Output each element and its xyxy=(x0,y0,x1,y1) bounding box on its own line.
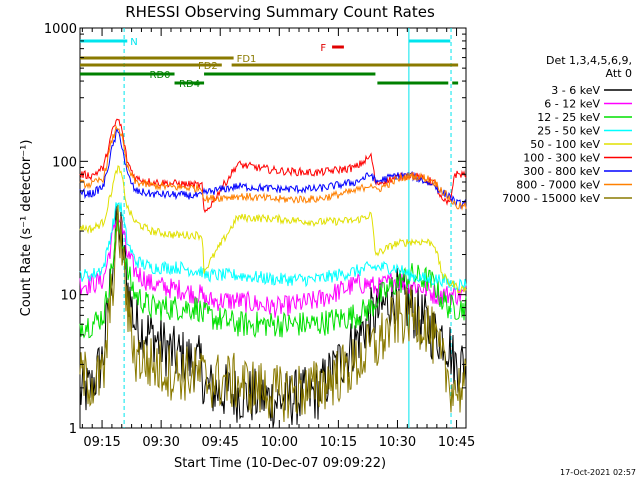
status-flags: N F FD1 FD2 RD0 RD4 xyxy=(80,37,459,90)
x-tick-label: 10:15 xyxy=(320,435,357,450)
y-axis-label: Count Rate (s⁻¹ detector⁻¹) xyxy=(19,140,34,317)
flag-label-fd2: FD2 xyxy=(198,61,218,72)
series-line xyxy=(79,128,467,210)
plot-frame xyxy=(79,27,467,429)
series-line xyxy=(79,204,467,423)
legend-label: 25 - 50 keV xyxy=(537,125,600,138)
legend-title-line2: Att 0 xyxy=(606,67,632,80)
legend-label: 100 - 300 keV xyxy=(523,152,600,165)
flag-label-rd4: RD4 xyxy=(179,79,200,90)
flag-label-fd1: FD1 xyxy=(237,54,257,65)
flag-label-f: F xyxy=(320,43,326,54)
x-axis-label: Start Time (10-Dec-07 09:09:22) xyxy=(174,456,386,471)
y-tick-label: 100 xyxy=(52,155,77,170)
series-line xyxy=(79,124,467,211)
flag-label-n: N xyxy=(130,37,137,48)
chart-title: RHESSI Observing Summary Count Rates xyxy=(125,3,435,21)
legend-label: 800 - 7000 keV xyxy=(516,179,600,192)
x-tick-label: 09:45 xyxy=(201,435,238,450)
legend-label: 3 - 6 keV xyxy=(551,84,600,97)
x-tick-label: 10:00 xyxy=(261,435,298,450)
legend-title-line1: Det 1,3,4,5,6,9, xyxy=(546,54,632,67)
y-tick-label: 1 xyxy=(69,422,77,437)
legend-label: 300 - 800 keV xyxy=(523,165,600,178)
legend-label: 12 - 25 keV xyxy=(537,111,600,124)
y-axis-ticks: 1 10 100 1000 xyxy=(44,22,466,437)
footer-date: 17-Oct-2021 02:57 xyxy=(560,468,636,477)
x-tick-label: 09:15 xyxy=(83,435,120,450)
vertical-markers xyxy=(123,28,452,428)
legend-label: 50 - 100 keV xyxy=(530,138,600,151)
legend-label: 7000 - 15000 keV xyxy=(502,192,600,205)
series-line xyxy=(79,202,467,291)
x-tick-label: 10:30 xyxy=(379,435,416,450)
x-tick-label: 10:45 xyxy=(438,435,475,450)
x-tick-label: 09:30 xyxy=(142,435,179,450)
series-line xyxy=(79,165,467,294)
y-tick-label: 1000 xyxy=(44,22,77,37)
flag-label-rd0: RD0 xyxy=(150,70,171,81)
legend-label: 6 - 12 keV xyxy=(544,98,600,111)
x-axis-ticks: 09:15 09:30 09:45 10:00 10:15 10:30 10:45 xyxy=(81,28,475,450)
series-group xyxy=(79,118,467,428)
y-tick-label: 10 xyxy=(60,289,77,304)
series-line xyxy=(79,214,467,339)
